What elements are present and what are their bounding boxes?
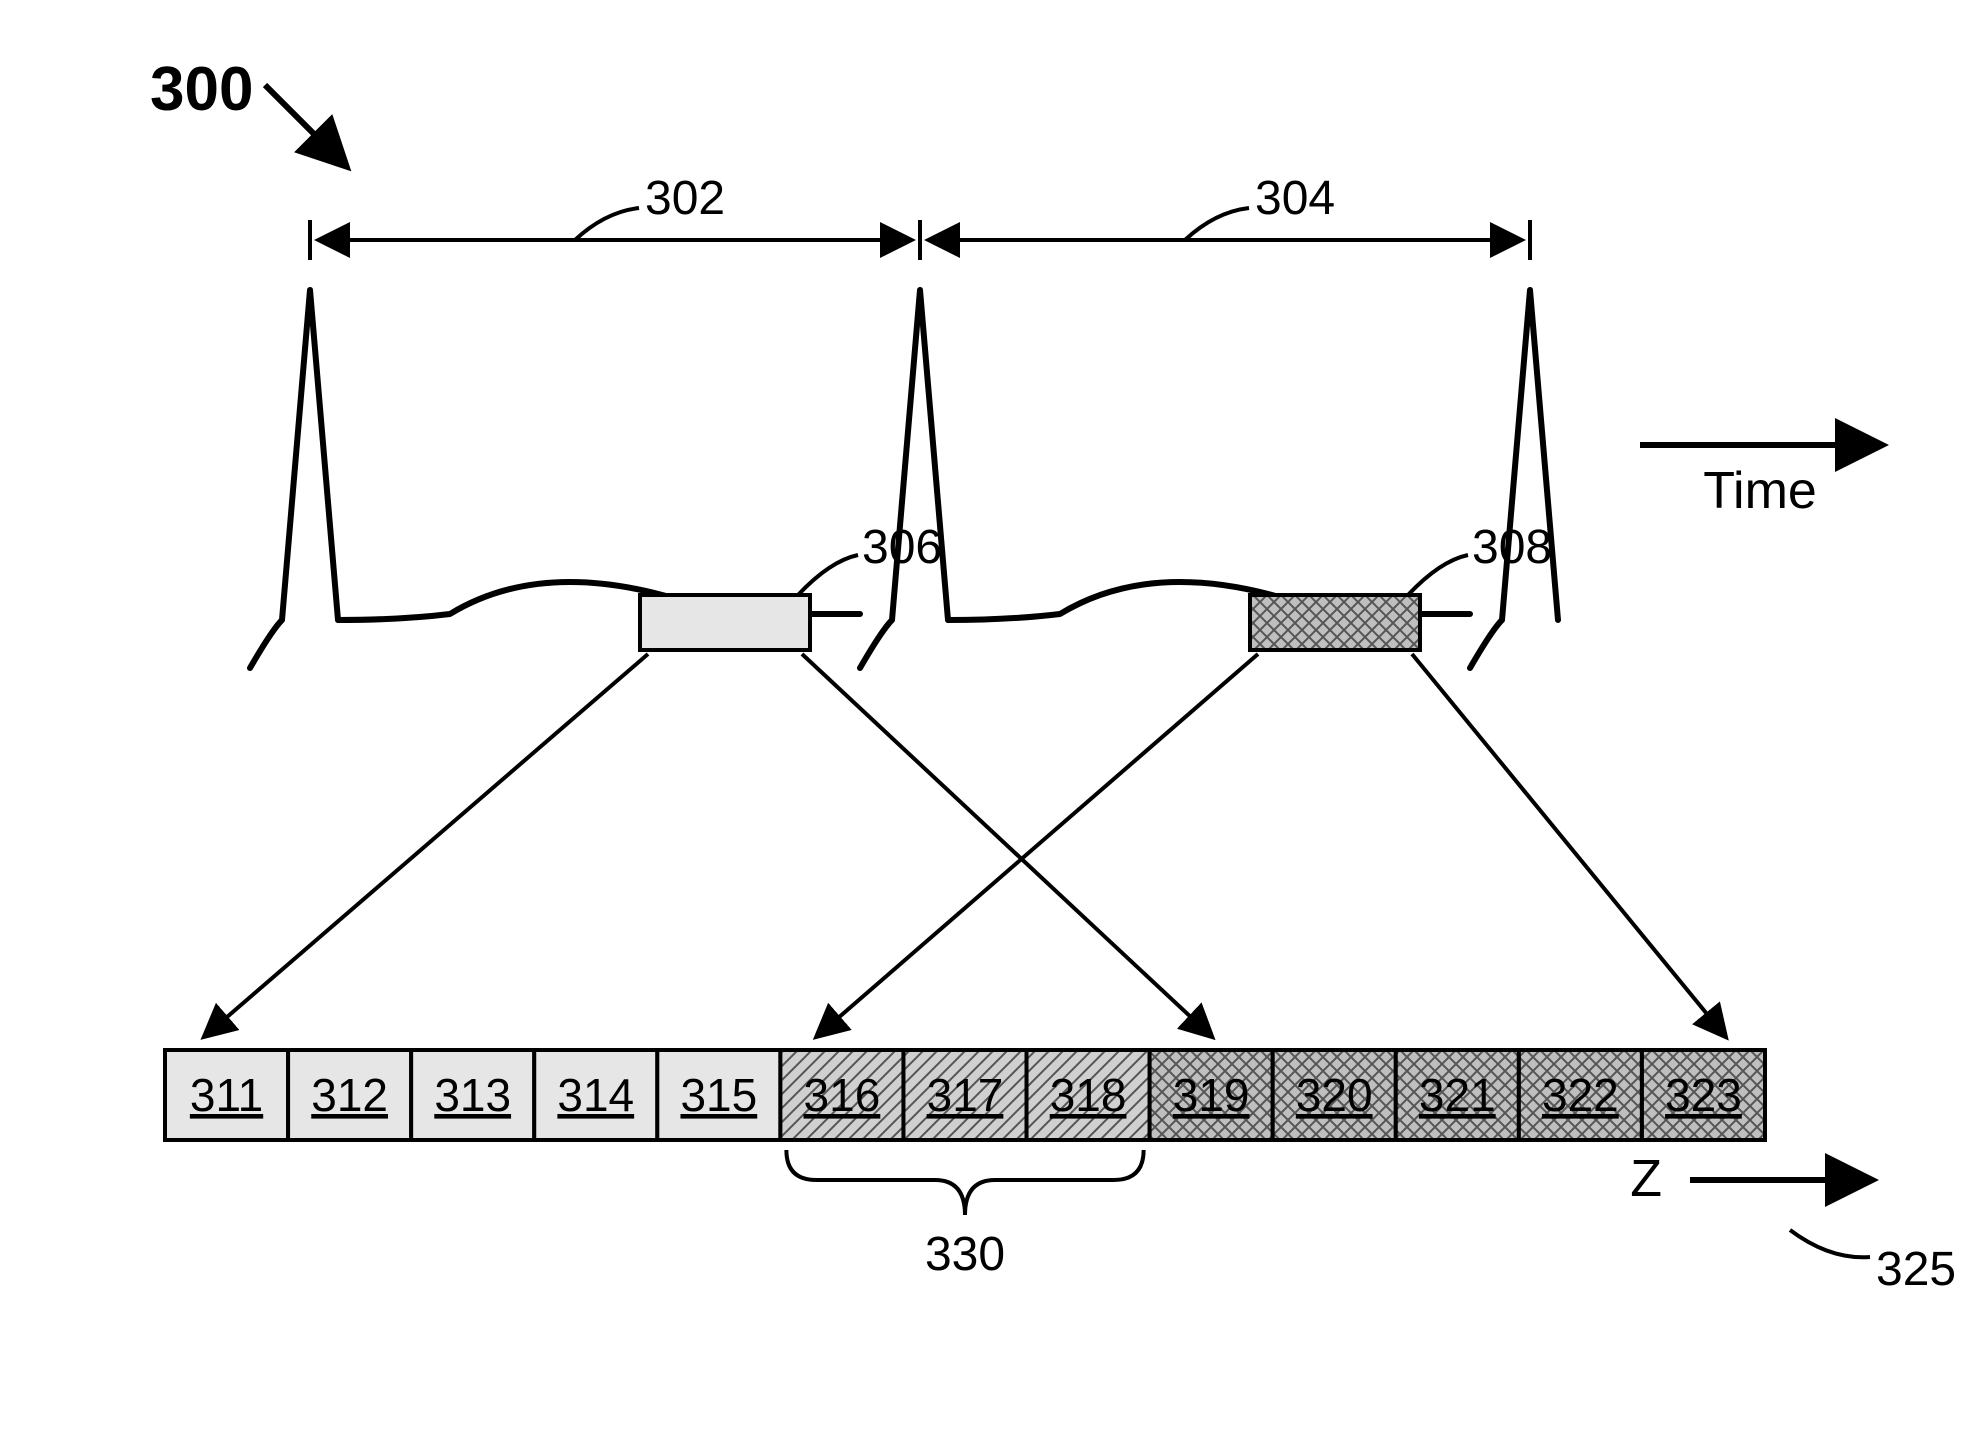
time-axis-label: Time [1703,462,1817,520]
slice-label: 315 [680,1069,757,1121]
mapping-arrow [802,654,1211,1036]
slice-label: 314 [557,1069,634,1121]
slice-label: 317 [927,1069,1004,1121]
mapping-arrow [1412,654,1725,1036]
dimension-label: 302 [645,172,725,225]
figure-number-arrow [265,85,345,165]
slice-label: 312 [311,1069,388,1121]
slice-label: 316 [804,1069,881,1121]
z-leader [1790,1230,1870,1257]
slice-label: 318 [1050,1069,1127,1121]
mapping-arrow [205,654,648,1036]
slice-label: 323 [1665,1069,1742,1121]
slice-label: 322 [1542,1069,1619,1121]
box-306 [640,595,810,650]
svg-text:300: 300 [150,55,253,124]
slice-label: 311 [190,1069,263,1121]
brace-330 [786,1150,1143,1215]
dimension-label: 304 [1255,172,1335,225]
mapping-arrow [817,654,1258,1036]
box-308 [1250,595,1420,650]
slice-label: 319 [1173,1069,1250,1121]
slice-label: 321 [1419,1069,1496,1121]
box-308-label: 308 [1472,521,1552,574]
box-306-label: 306 [862,521,942,574]
slice-label: 313 [434,1069,511,1121]
z-leader-label: 325 [1876,1243,1956,1296]
z-axis-label: Z [1630,1150,1662,1208]
brace-label: 330 [925,1228,1005,1281]
slice-label: 320 [1296,1069,1373,1121]
